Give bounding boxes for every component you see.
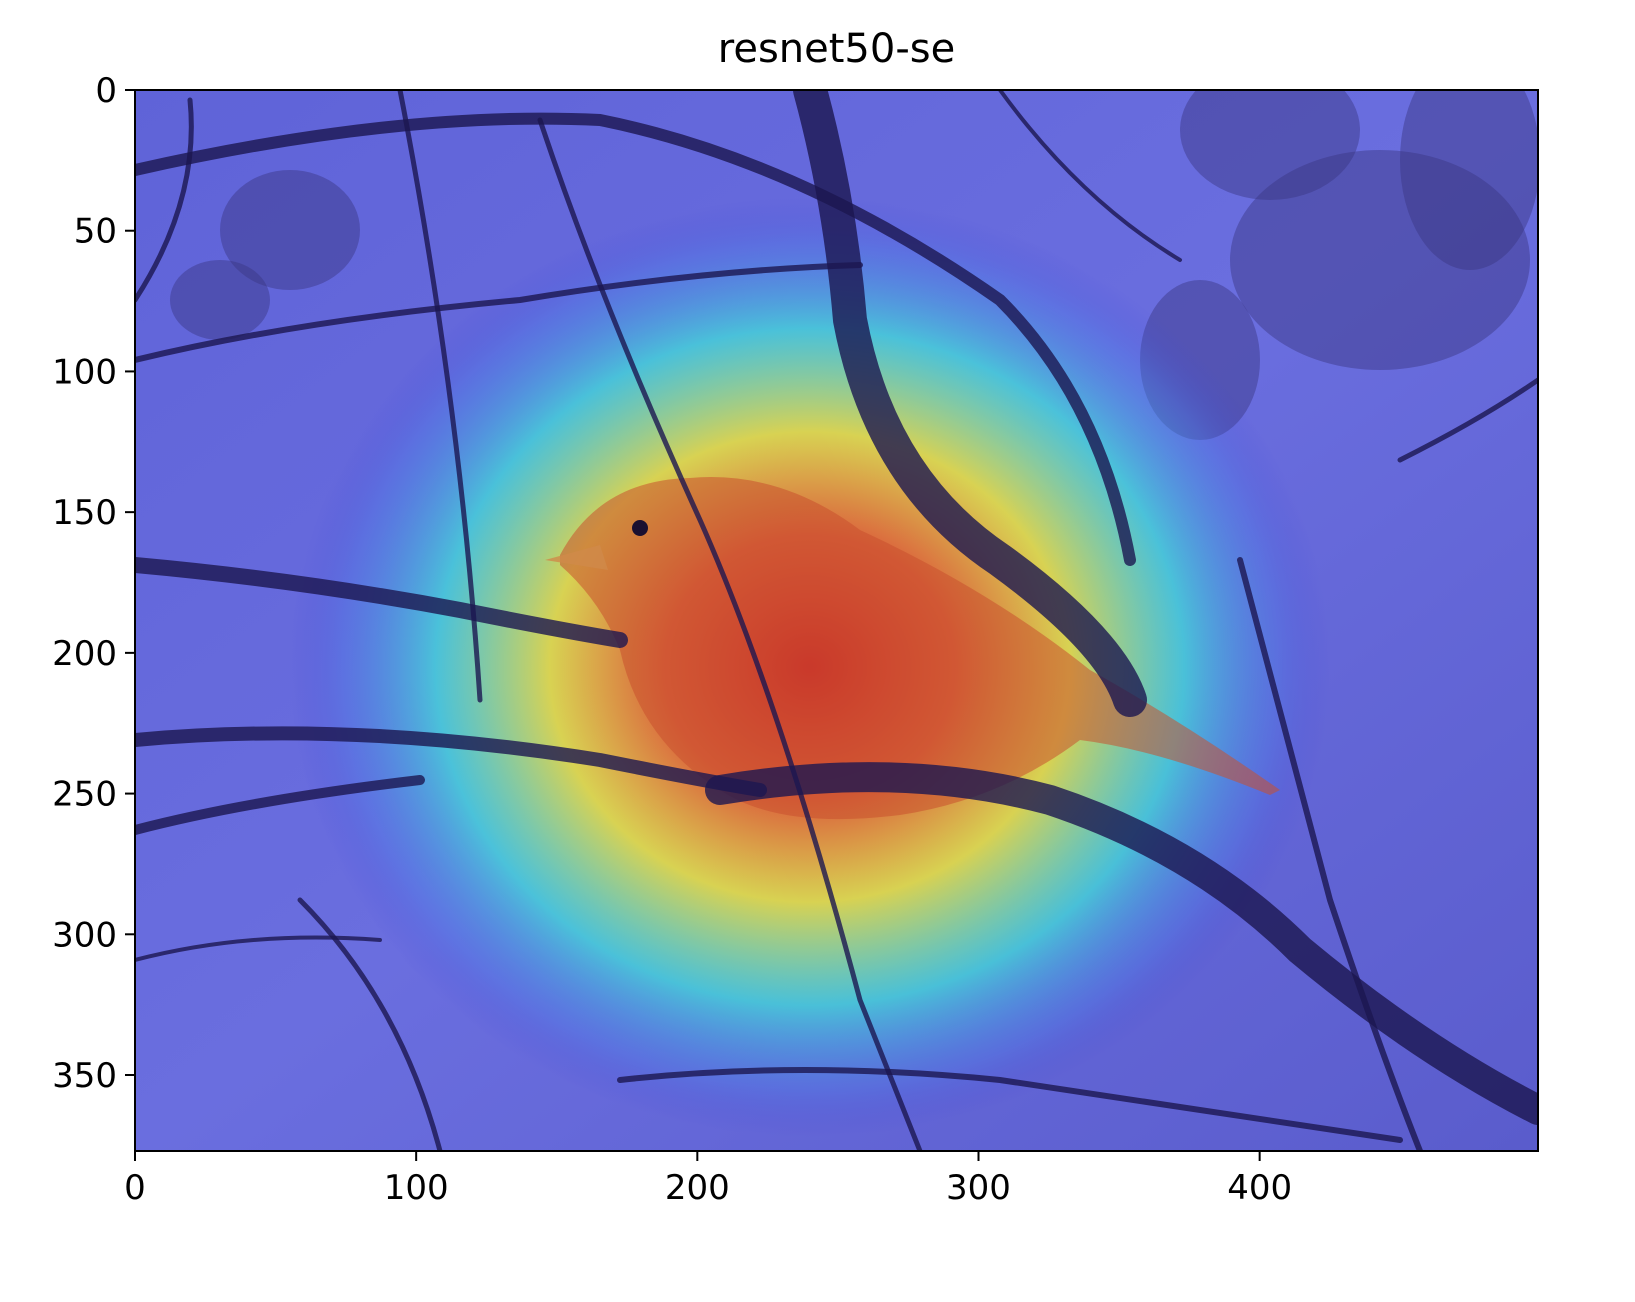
x-axis: 0 100 200 300 400 xyxy=(124,1151,1292,1208)
branch-line xyxy=(617,1067,1403,1143)
y-tick-label: 150 xyxy=(52,493,117,533)
branch-line xyxy=(297,897,443,1151)
y-tick-label: 100 xyxy=(52,352,117,392)
bird-body xyxy=(560,477,1280,820)
foliage-blob xyxy=(1230,150,1530,370)
x-tick-label: 300 xyxy=(946,1168,1011,1208)
y-tick-label: 250 xyxy=(52,775,117,815)
branch-line xyxy=(135,935,382,962)
y-tick-label: 350 xyxy=(52,1056,117,1096)
foliage-blob xyxy=(220,170,360,290)
branch-lines xyxy=(135,90,1538,1151)
y-tick-label: 300 xyxy=(52,915,117,955)
branch-line xyxy=(397,90,483,703)
x-tick-label: 100 xyxy=(384,1168,449,1208)
branch-line xyxy=(705,762,1538,1125)
branch-line xyxy=(135,262,863,363)
x-tick-label: 200 xyxy=(665,1168,730,1208)
branch-line xyxy=(998,90,1182,262)
y-tick-label: 50 xyxy=(74,212,117,252)
branch-line xyxy=(537,117,923,1151)
branch-line xyxy=(135,97,194,303)
y-tick-label: 200 xyxy=(52,634,117,674)
heatmap-image xyxy=(135,90,1538,1151)
bird-eye xyxy=(632,520,648,536)
chart-title: resnet50-se xyxy=(718,26,955,72)
axes-frame xyxy=(134,89,1539,1152)
y-tick-label: 0 xyxy=(95,71,117,111)
foliage-blob xyxy=(170,260,270,340)
branch-line xyxy=(1237,557,1423,1151)
foliage-shapes xyxy=(170,90,1538,440)
branch-line xyxy=(1397,377,1538,463)
branch-line xyxy=(135,775,425,835)
x-tick-label: 400 xyxy=(1227,1168,1292,1208)
foliage-blob xyxy=(1400,90,1538,270)
foliage-blob xyxy=(1180,90,1360,200)
branch-line xyxy=(135,726,767,797)
bird-shape xyxy=(545,477,1280,820)
branch-line xyxy=(135,112,1136,566)
x-tick-label: 0 xyxy=(124,1168,146,1208)
bird-beak xyxy=(545,545,608,570)
y-axis: 0 50 100 150 200 250 300 350 xyxy=(52,71,135,1096)
branch-line xyxy=(135,557,628,648)
